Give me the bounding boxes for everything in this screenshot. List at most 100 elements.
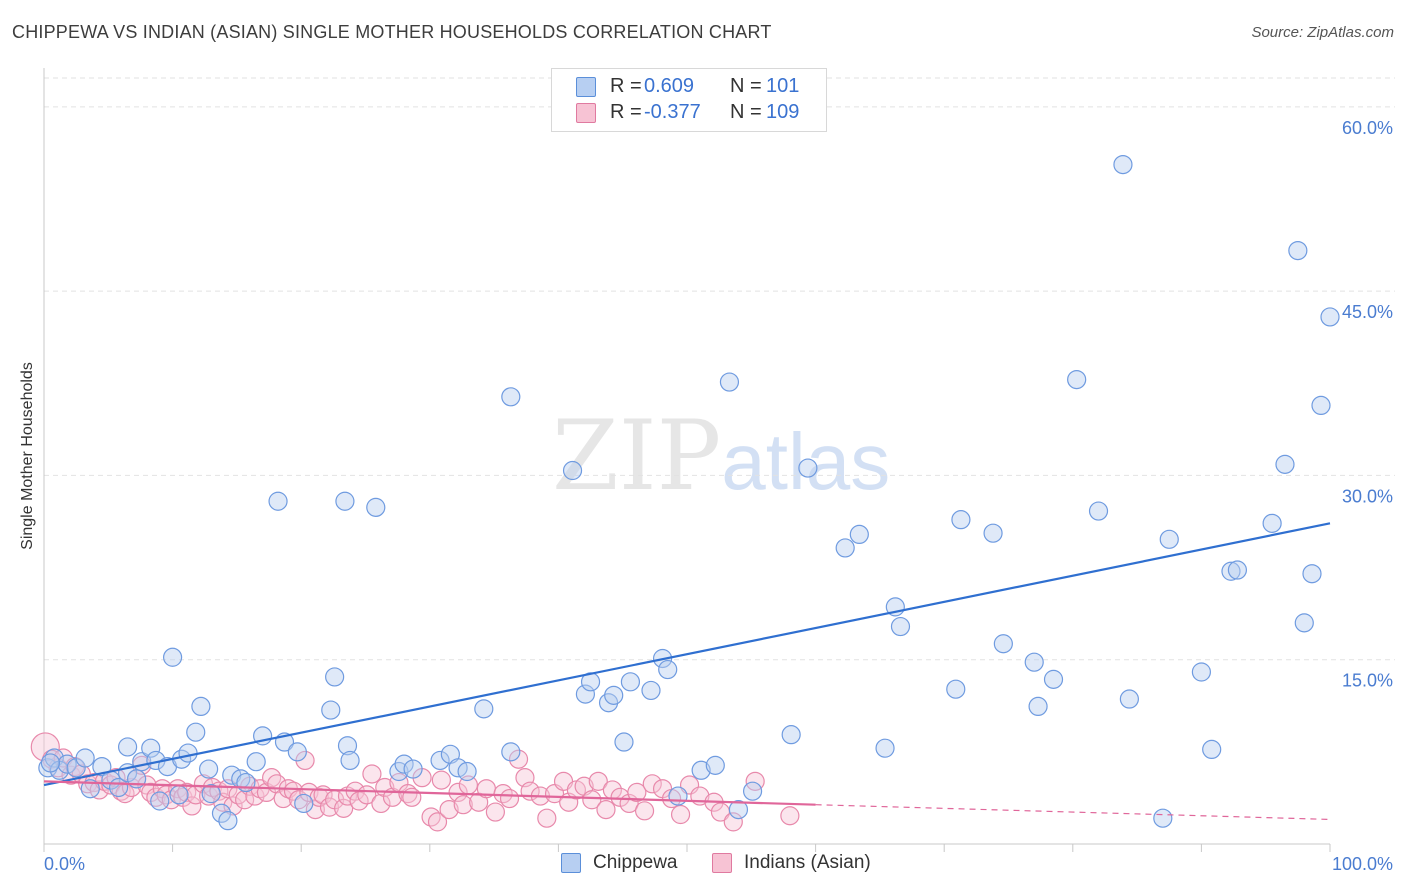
chippewa-point (325, 667, 345, 687)
chippewa-point (457, 761, 477, 782)
legend-label: Chippewa (593, 852, 678, 873)
chippewa-point (1288, 241, 1308, 261)
chippewa-point (236, 772, 256, 793)
chippewa-point (474, 699, 494, 719)
indian-point (289, 790, 309, 810)
chippewa-point (1221, 561, 1241, 581)
chippewa-point (430, 750, 450, 771)
indian-point (537, 808, 557, 828)
chippewa-point (394, 754, 414, 774)
indian-point (223, 796, 243, 816)
chippewa-point (1311, 395, 1331, 415)
chippewa-point (178, 743, 198, 763)
indian-point (427, 812, 448, 832)
chart-title: CHIPPEWA VS INDIAN (ASIAN) SINGLE MOTHER… (12, 22, 772, 42)
chippewa-point (1024, 652, 1044, 672)
indian-point (493, 784, 513, 804)
x-tick-label-min: 0.0% (44, 854, 85, 874)
chippewa-point (1262, 513, 1282, 533)
chippewa-point (1043, 669, 1064, 689)
chippewa-point (199, 759, 219, 779)
chippewa-point (294, 793, 314, 814)
indian-trendline-extension (815, 804, 1331, 821)
chippewa-point (246, 752, 266, 772)
chippewa-point (38, 758, 58, 778)
chippewa-point (875, 738, 895, 758)
chippewa-point (403, 759, 423, 779)
indians-swatch (576, 103, 596, 123)
chippewa-point (604, 685, 624, 705)
chippewa-point (1028, 696, 1048, 717)
chippewa-point (1159, 529, 1179, 549)
indian-point (723, 812, 743, 832)
chippewa-point (1119, 689, 1139, 709)
stats-box: R = 0.609 N = 101 R = -0.377 N = 109 (551, 68, 827, 132)
indian-point (596, 799, 616, 820)
chippewa-point (340, 750, 360, 771)
chippewa-point (641, 680, 661, 701)
chippewa-point (186, 722, 206, 742)
watermark-atlas: atlas (721, 417, 891, 506)
chippewa-point (163, 647, 183, 667)
chippewa-point (890, 616, 911, 637)
chippewa-point (141, 738, 161, 758)
chippewa-point (218, 811, 238, 831)
chippewa-point (781, 725, 801, 745)
y-tick-label: 45.0% (1342, 302, 1393, 322)
chippewa-point (117, 737, 138, 757)
chippewa-point (742, 781, 763, 801)
indian-point (182, 796, 202, 816)
chippewa-point (1202, 739, 1222, 760)
indian-point (362, 764, 382, 784)
indian-point (485, 802, 505, 822)
indian-point (402, 787, 422, 807)
x-tick-label-max: 100.0% (1332, 854, 1393, 874)
chippewa-point (983, 523, 1003, 543)
chippewa-point (1191, 662, 1212, 682)
indian-point (582, 790, 602, 810)
chippewa-point (40, 753, 61, 773)
legend-label: Indians (Asian) (744, 852, 871, 873)
chippewa-point (211, 803, 232, 823)
chippewa-point (1294, 613, 1314, 633)
r-label: R = (610, 75, 642, 97)
watermark-zip: ZIP (552, 400, 722, 512)
chippewa-point (705, 755, 725, 775)
indian-point (588, 771, 608, 791)
indian-point (448, 782, 468, 803)
chippewa-point (287, 742, 307, 762)
indian-point (642, 774, 662, 794)
chippewa-point (1227, 560, 1248, 580)
chippewa-legend-swatch (561, 853, 581, 873)
indian-point (299, 782, 319, 803)
chippewa-point (1153, 808, 1173, 828)
chippewa-point (575, 684, 596, 704)
indian-point (508, 749, 529, 769)
n-value: 101 (766, 75, 800, 97)
chippewa-point (150, 791, 170, 811)
chippewa-point (337, 736, 358, 756)
r-label: R = (610, 101, 642, 123)
r-value: -0.377 (644, 101, 701, 123)
chippewa-point (1113, 155, 1133, 175)
r-value: 0.609 (644, 75, 695, 97)
indians-legend-swatch (712, 853, 732, 873)
source-credit: Source: ZipAtlas.com (1251, 24, 1394, 41)
indian-point (334, 798, 354, 818)
chippewa-point (835, 538, 855, 558)
chippewa-point (201, 784, 221, 804)
chippewa-point (1302, 564, 1322, 584)
indian-point (349, 791, 369, 811)
y-tick-label: 15.0% (1342, 671, 1393, 691)
y-tick-label: 30.0% (1342, 486, 1393, 506)
chippewa-trendline (43, 522, 1331, 787)
indian-point (780, 806, 800, 826)
chippewa-point (1275, 454, 1295, 474)
chippewa-point (92, 756, 112, 777)
y-tick-label: 60.0% (1342, 118, 1393, 138)
chippewa-point (268, 491, 288, 511)
chippewa-point (501, 387, 521, 407)
chippewa-point (169, 785, 189, 805)
indian-point (371, 793, 391, 814)
